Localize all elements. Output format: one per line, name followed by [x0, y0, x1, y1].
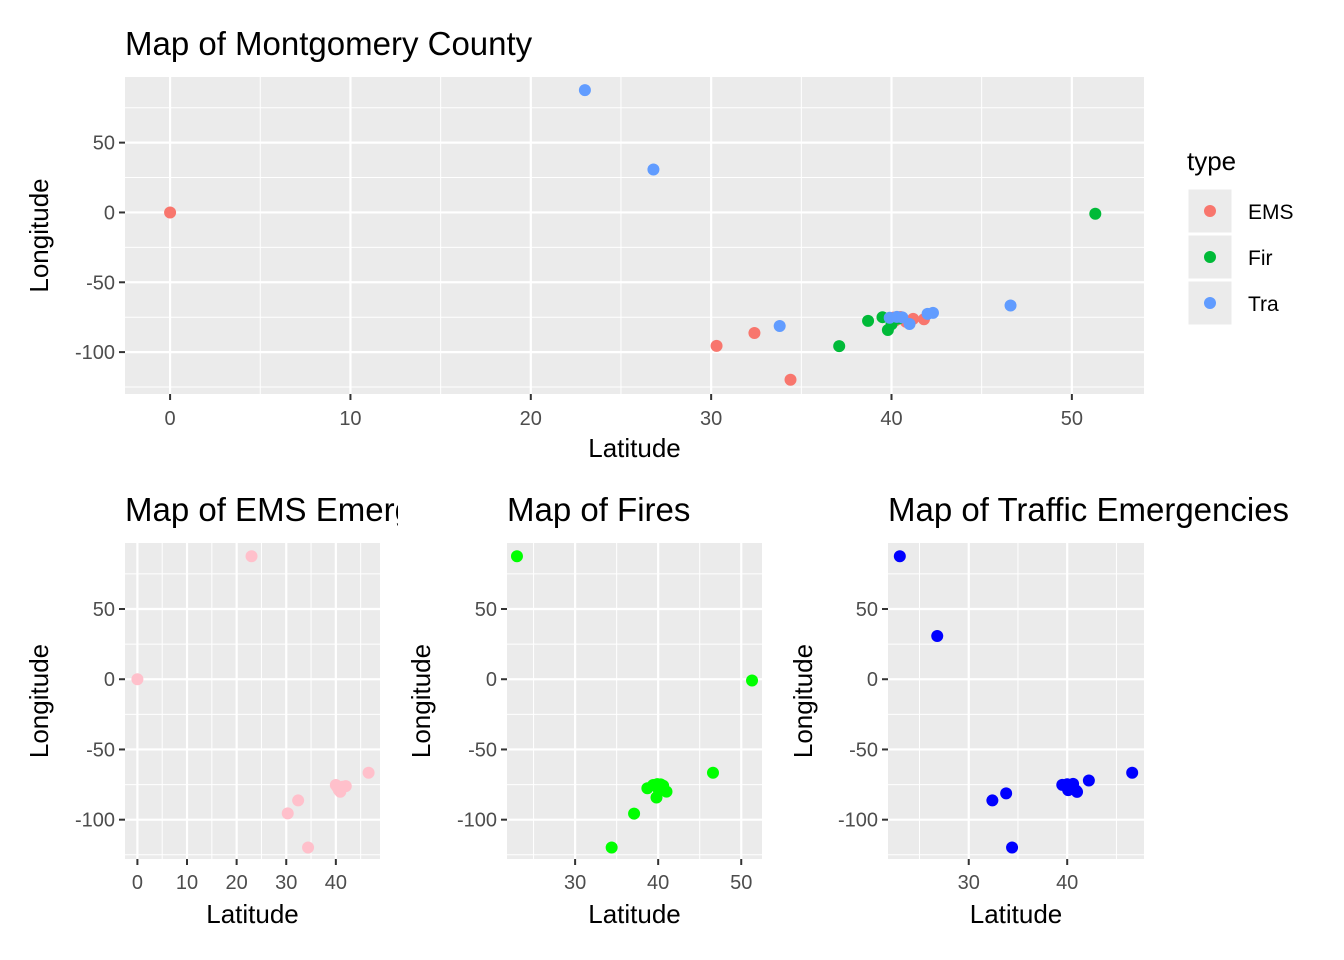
data-point [245, 550, 258, 563]
x-tick-label: 30 [958, 872, 980, 894]
y-axis-title: Longitude [24, 644, 54, 758]
data-point [510, 550, 523, 563]
legend-marker-fir [1204, 251, 1216, 263]
data-point [628, 807, 641, 820]
data-point-tra [903, 318, 916, 331]
x-tick-label: 30 [700, 408, 722, 430]
y-tick-label: 50 [93, 133, 115, 155]
y-tick-label: -100 [75, 342, 115, 364]
data-point-ems [784, 373, 797, 386]
data-point [893, 550, 906, 563]
x-tick-label: 0 [165, 408, 176, 430]
data-point [339, 780, 352, 793]
y-axis-title: Longitude [24, 178, 54, 292]
y-tick-label: -50 [849, 739, 878, 761]
data-point [986, 794, 999, 807]
chart-title: Map of Traffic Emergencies [888, 491, 1289, 528]
plot-panel [507, 543, 762, 859]
y-tick-label: -50 [86, 272, 115, 294]
data-point-ems [710, 339, 723, 352]
data-point-tra [647, 163, 660, 176]
x-tick-label: 30 [275, 872, 297, 894]
chart-title: Map of Fires [507, 491, 690, 528]
x-axis-title: Latitude [206, 899, 299, 929]
plot-panel [888, 543, 1144, 859]
data-point-tra [926, 306, 939, 319]
x-tick-label: 30 [564, 872, 586, 894]
data-point [660, 785, 673, 798]
y-tick-label: 50 [475, 599, 497, 621]
data-point [931, 629, 944, 642]
x-tick-label: 50 [730, 872, 752, 894]
x-tick-label: 10 [176, 872, 198, 894]
chart-title: Map of EMS Emergencies [125, 491, 508, 528]
y-tick-label: 0 [486, 669, 497, 691]
y-tick-label: 0 [867, 669, 878, 691]
x-tick-label: 40 [880, 408, 902, 430]
x-tick-label: 10 [339, 408, 361, 430]
plot-panel [125, 77, 1144, 394]
y-tick-label: 50 [856, 599, 878, 621]
y-tick-label: -50 [468, 739, 497, 761]
traffic-emergencies-panel: 30 40 50 0 -50 -100 Map of Traffic Emergencies… [788, 491, 1289, 929]
ems-emergencies-panel: 0 10 20 30 40 50 0 -50 -100 Map of EMS Emergencie… [24, 491, 508, 929]
data-point-tra [1004, 299, 1017, 312]
y-tick-label: -50 [86, 739, 115, 761]
data-point [1006, 841, 1019, 854]
data-point [605, 841, 618, 854]
x-tick-label: 20 [225, 872, 247, 894]
data-point [1082, 774, 1095, 787]
data-point-ems [164, 206, 177, 219]
x-tick-label: 20 [520, 408, 542, 430]
data-point-fir [862, 314, 875, 327]
y-tick-label: -100 [75, 810, 115, 832]
data-point [302, 841, 315, 854]
data-point-tra [578, 84, 591, 97]
x-tick-label: 40 [325, 872, 347, 894]
y-tick-label: 50 [93, 599, 115, 621]
chart-title: Map of Montgomery County [125, 25, 533, 62]
legend-marker-tra [1204, 297, 1216, 309]
legend-title: type [1187, 146, 1236, 176]
y-tick-label: 0 [104, 669, 115, 691]
data-point [1071, 785, 1084, 798]
montgomery-county-panel: 0 10 20 30 40 50 50 0 -50 -100 Map of Montgomery C… [24, 25, 1144, 463]
x-axis-title: Latitude [970, 899, 1063, 929]
data-point-ems [748, 326, 761, 339]
y-tick-label: -100 [838, 810, 878, 832]
y-axis-title: Longitude [788, 644, 818, 758]
fires-panel: 30 40 50 50 0 -50 -100 Map of Fires Latitude Long… [406, 491, 762, 929]
data-point [131, 673, 144, 686]
y-tick-label: 0 [104, 202, 115, 224]
data-point [746, 674, 759, 687]
y-tick-label: -100 [457, 810, 497, 832]
data-point [362, 766, 375, 779]
x-axis-title: Latitude [588, 433, 681, 463]
legend-marker-ems [1204, 205, 1216, 217]
legend-label: Fir [1248, 247, 1273, 270]
data-point [1000, 787, 1013, 800]
legend: type EMS Fir Tra [1187, 146, 1294, 326]
data-point [706, 766, 719, 779]
data-point [292, 794, 305, 807]
y-axis-title: Longitude [406, 644, 436, 758]
data-point [1126, 766, 1139, 779]
data-point [281, 807, 294, 820]
x-axis-title: Latitude [588, 899, 681, 929]
x-tick-label: 40 [1056, 872, 1078, 894]
plot-panel [125, 543, 380, 859]
legend-label: EMS [1248, 201, 1294, 224]
x-tick-label: 40 [647, 872, 669, 894]
x-tick-label: 0 [132, 872, 143, 894]
legend-label: Tra [1248, 293, 1279, 316]
x-tick-label: 50 [1061, 408, 1083, 430]
data-point-fir [833, 340, 846, 353]
data-point-fir [1089, 207, 1102, 220]
data-point-tra [773, 319, 786, 332]
